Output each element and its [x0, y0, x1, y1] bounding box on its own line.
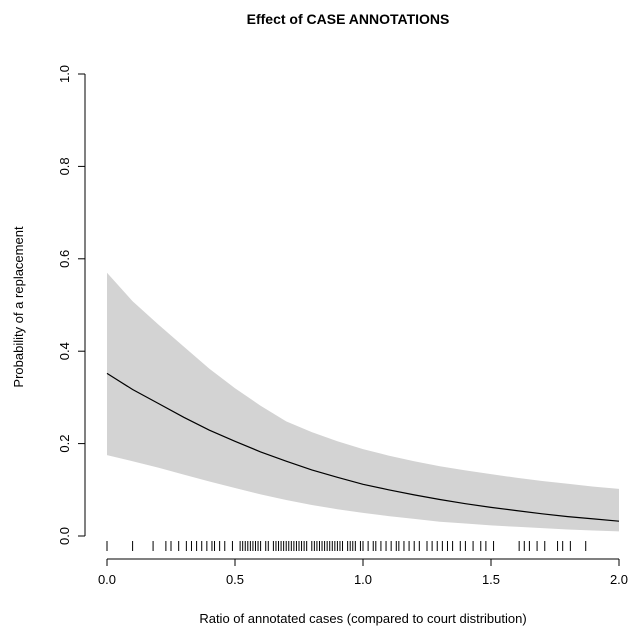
- x-tick-label: 2.0: [610, 572, 628, 587]
- x-axis: 0.0 0.5 1.0 1.5 2.0: [98, 558, 628, 587]
- y-tick-label: 1.0: [57, 65, 72, 83]
- x-tick-label: 1.5: [482, 572, 500, 587]
- confidence-band-layer: [107, 272, 619, 532]
- rug-marks: [106, 541, 587, 551]
- y-tick-label: 0.4: [57, 342, 72, 360]
- x-tick-label: 0.5: [226, 572, 244, 587]
- y-tick-label: 0.6: [57, 250, 72, 268]
- y-tick-label: 0.8: [57, 157, 72, 175]
- x-axis-label: Ratio of annotated cases (compared to co…: [199, 611, 526, 626]
- confidence-band: [107, 272, 619, 532]
- y-axis: 0.0 0.2 0.4 0.6 0.8 1.0: [57, 65, 86, 545]
- y-axis-label: Probability of a replacement: [11, 226, 26, 388]
- fitted-line: [106, 372, 620, 522]
- y-tick-label: 0.2: [57, 435, 72, 453]
- x-tick-label: 1.0: [354, 572, 372, 587]
- y-tick-label: 0.0: [57, 527, 72, 545]
- chart-title: Effect of CASE ANNOTATIONS: [247, 11, 450, 27]
- x-tick-label: 0.0: [98, 572, 116, 587]
- fitted-line-layer: [106, 372, 620, 522]
